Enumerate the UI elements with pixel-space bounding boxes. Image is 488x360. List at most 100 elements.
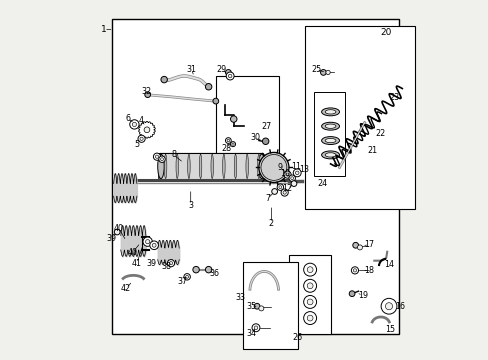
Ellipse shape: [245, 154, 248, 179]
Text: 5: 5: [134, 140, 139, 149]
Circle shape: [258, 306, 264, 311]
Circle shape: [385, 303, 392, 310]
Text: 25: 25: [310, 65, 321, 74]
Text: 22: 22: [375, 129, 385, 138]
Text: 12: 12: [282, 184, 292, 193]
Text: 9: 9: [277, 163, 282, 172]
Ellipse shape: [234, 154, 236, 179]
Ellipse shape: [257, 154, 260, 179]
Ellipse shape: [321, 122, 339, 130]
Circle shape: [357, 245, 362, 250]
Circle shape: [226, 139, 229, 142]
Circle shape: [285, 173, 288, 176]
Circle shape: [277, 184, 283, 190]
Circle shape: [231, 143, 234, 145]
Text: 10: 10: [280, 169, 290, 178]
Circle shape: [380, 298, 396, 314]
Text: 3: 3: [188, 201, 193, 210]
Circle shape: [138, 135, 145, 142]
Circle shape: [185, 275, 188, 278]
Circle shape: [114, 229, 120, 235]
Circle shape: [351, 267, 358, 274]
Bar: [112, 19, 398, 334]
Circle shape: [230, 116, 237, 122]
Text: 8: 8: [171, 150, 176, 159]
FancyBboxPatch shape: [159, 153, 264, 180]
Circle shape: [153, 153, 160, 160]
Text: 21: 21: [367, 146, 377, 155]
Bar: [289, 255, 330, 334]
Ellipse shape: [164, 154, 166, 179]
Text: 18: 18: [364, 266, 373, 275]
Text: 40: 40: [114, 224, 124, 233]
Circle shape: [167, 260, 174, 267]
Text: 15: 15: [384, 325, 394, 334]
Ellipse shape: [325, 124, 335, 129]
Circle shape: [288, 175, 295, 181]
Circle shape: [225, 69, 231, 75]
Ellipse shape: [258, 154, 264, 179]
Text: 30: 30: [250, 133, 260, 142]
Circle shape: [161, 76, 167, 83]
Circle shape: [353, 269, 356, 272]
Text: 34: 34: [246, 329, 256, 338]
Ellipse shape: [321, 151, 339, 159]
Text: 39: 39: [106, 234, 117, 243]
Text: 1: 1: [101, 25, 106, 34]
Text: 24: 24: [317, 179, 327, 188]
Circle shape: [303, 279, 316, 292]
Ellipse shape: [158, 154, 164, 179]
Text: 29: 29: [216, 65, 226, 74]
Circle shape: [306, 315, 312, 321]
Text: 36: 36: [208, 269, 219, 278]
Text: 33: 33: [235, 293, 245, 302]
Circle shape: [352, 242, 358, 248]
Circle shape: [205, 266, 211, 273]
Text: 38: 38: [161, 262, 171, 271]
Circle shape: [192, 266, 199, 273]
Circle shape: [258, 152, 288, 183]
Circle shape: [149, 241, 158, 249]
Circle shape: [290, 177, 293, 180]
Text: 4: 4: [139, 116, 143, 125]
Bar: [305, 26, 414, 209]
Circle shape: [254, 326, 257, 329]
Text: 7: 7: [264, 194, 270, 203]
Circle shape: [303, 296, 316, 309]
Circle shape: [145, 240, 149, 244]
Ellipse shape: [325, 153, 335, 157]
Circle shape: [225, 138, 231, 143]
Circle shape: [183, 274, 190, 280]
Text: 39: 39: [146, 259, 156, 268]
Circle shape: [144, 92, 150, 98]
Text: 27: 27: [261, 122, 271, 131]
Text: 13: 13: [298, 165, 308, 174]
Circle shape: [132, 122, 136, 126]
Circle shape: [129, 120, 139, 129]
Text: 40: 40: [127, 248, 137, 257]
Circle shape: [251, 324, 260, 332]
Ellipse shape: [321, 136, 339, 144]
Text: 16: 16: [394, 302, 405, 311]
Text: 23: 23: [388, 93, 399, 102]
Circle shape: [283, 191, 285, 194]
Circle shape: [320, 69, 325, 75]
Circle shape: [303, 312, 316, 324]
Ellipse shape: [325, 110, 335, 114]
Circle shape: [261, 154, 286, 180]
Circle shape: [295, 171, 298, 175]
Circle shape: [325, 70, 329, 75]
Circle shape: [169, 262, 172, 265]
Text: 17: 17: [364, 240, 374, 249]
Circle shape: [303, 263, 316, 276]
Circle shape: [144, 127, 149, 133]
Text: 31: 31: [186, 65, 196, 74]
Text: 37: 37: [178, 276, 187, 285]
Circle shape: [278, 186, 281, 189]
Bar: [215, 76, 278, 162]
Circle shape: [306, 267, 312, 273]
Text: 26: 26: [292, 333, 302, 342]
Circle shape: [306, 283, 312, 289]
Circle shape: [281, 189, 287, 196]
Ellipse shape: [199, 154, 202, 179]
